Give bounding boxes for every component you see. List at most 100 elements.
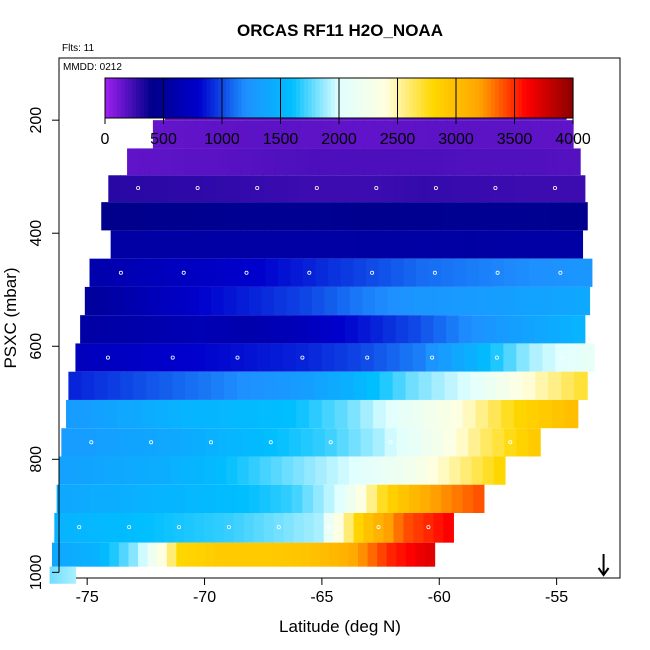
heatmap-cell — [353, 148, 366, 176]
heatmap-cell — [181, 456, 194, 485]
colorbar-segment — [311, 78, 317, 118]
heatmap-cell — [49, 566, 51, 584]
heatmap-cell — [124, 513, 135, 543]
heatmap-cell — [398, 399, 413, 429]
heatmap-cell — [206, 484, 218, 513]
colorbar-segment — [128, 78, 133, 118]
heatmap-cell — [68, 566, 70, 584]
heatmap-cell — [104, 399, 118, 429]
heatmap-cell — [509, 371, 523, 400]
heatmap-cell — [451, 343, 466, 372]
heatmap-cell — [449, 399, 464, 429]
heatmap-cell — [249, 371, 264, 400]
heatmap-cell — [71, 542, 82, 567]
heatmap-cell — [131, 484, 143, 513]
heatmap-cell — [504, 428, 517, 457]
heatmap-cell — [398, 484, 410, 513]
heatmap-cell — [425, 286, 439, 316]
heatmap-cell — [152, 484, 165, 513]
heatmap-cell — [429, 230, 442, 259]
heatmap-cell — [130, 399, 144, 429]
y-tick-label: 800 — [28, 446, 45, 473]
colorbar-segment — [323, 78, 328, 118]
heatmap-cell — [529, 258, 543, 287]
heatmap-cell — [560, 175, 574, 203]
heatmap-cell — [338, 542, 350, 567]
colorbar-segment — [288, 78, 293, 118]
flight-track-point — [374, 185, 379, 190]
heatmap-cell — [94, 371, 108, 400]
heatmap-cell — [465, 175, 479, 203]
heatmap-cell — [74, 513, 85, 543]
heatmap-cell — [353, 513, 365, 543]
x-tick-label: -75 — [76, 589, 99, 606]
heatmap-cell — [377, 542, 388, 567]
heatmap-cell — [380, 202, 394, 231]
heatmap-cell — [236, 286, 250, 316]
heatmap-cell — [323, 484, 335, 513]
heatmap-cell — [137, 456, 149, 485]
colorbar-segment — [300, 78, 305, 118]
heatmap-cell — [458, 315, 472, 344]
colorbar-segment — [175, 78, 180, 118]
heatmap-cell — [247, 120, 259, 149]
colorbar-segment — [378, 78, 383, 118]
heatmap-cell — [341, 120, 354, 149]
heatmap-cell — [332, 202, 345, 231]
heatmap-cell — [217, 148, 230, 176]
heatmap-cell — [91, 399, 106, 429]
colorbar-segment — [229, 78, 235, 118]
heatmap-cell — [404, 202, 418, 231]
heatmap-cell — [559, 315, 573, 344]
heatmap-cell — [262, 148, 275, 176]
heatmap-cell — [61, 542, 72, 567]
heatmap-cell — [263, 175, 276, 203]
heatmap-cell — [75, 343, 89, 372]
heatmap-cell — [392, 371, 407, 400]
heatmap-cell — [257, 120, 270, 149]
heatmap-cell — [400, 286, 414, 316]
heatmap-cell — [54, 566, 56, 584]
heatmap-cell — [256, 343, 271, 372]
heatmap-cell — [513, 286, 528, 316]
colorbar-segment — [218, 78, 223, 118]
heatmap-cell — [370, 315, 384, 344]
heatmap-cell — [443, 513, 454, 543]
heatmap-cell — [441, 484, 453, 513]
colorbar-segment — [116, 78, 122, 118]
heatmap-cell — [205, 120, 217, 149]
heatmap-cell — [61, 566, 64, 584]
heatmap-cell — [432, 428, 446, 457]
heatmap-cell — [138, 542, 149, 567]
heatmap-cell — [219, 399, 233, 429]
heatmap-cell — [332, 315, 346, 344]
heatmap-cell — [161, 148, 173, 176]
heatmap-cell — [152, 258, 166, 287]
heatmap-cell — [68, 566, 71, 584]
heatmap-cell — [146, 371, 160, 400]
heatmap-cell — [403, 513, 415, 543]
heatmap-cell — [420, 428, 434, 457]
heatmap-cell — [271, 202, 285, 231]
heatmap-cell — [468, 428, 481, 457]
heatmap-cell — [302, 484, 314, 513]
heatmap-cell — [245, 399, 259, 429]
heatmap-cell — [243, 542, 254, 567]
heatmap-cell — [549, 175, 562, 203]
flight-track-point — [388, 440, 393, 445]
heatmap-cell — [539, 399, 553, 429]
heatmap-cell — [424, 399, 438, 429]
flight-track-point — [433, 185, 438, 190]
heatmap-cell — [570, 230, 584, 259]
heatmap-cell — [499, 230, 513, 259]
flight-track-point — [495, 270, 500, 275]
heatmap-cell — [408, 315, 422, 344]
heatmap-cell — [466, 258, 480, 287]
heatmap-cell — [381, 230, 395, 259]
colorbar-segment — [510, 78, 516, 118]
colorbar-segment — [136, 78, 141, 118]
heatmap-cell — [438, 286, 452, 316]
heatmap-cell — [144, 513, 155, 543]
heatmap-cell — [233, 513, 245, 543]
